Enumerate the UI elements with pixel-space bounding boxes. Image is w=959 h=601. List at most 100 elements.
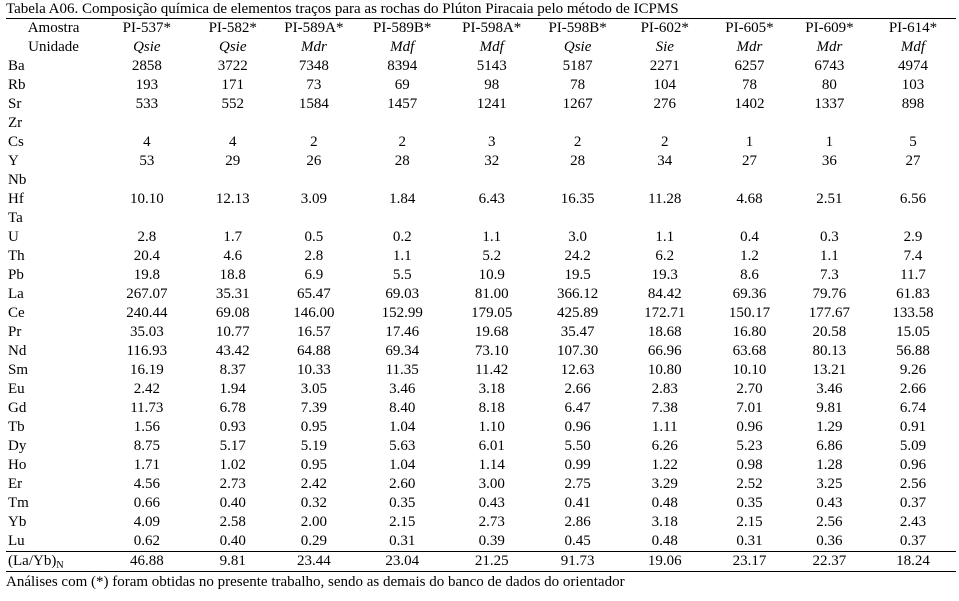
table-cell: 19.68 <box>474 324 509 340</box>
table-cell <box>99 171 194 190</box>
table-cell: 4974 <box>898 58 928 74</box>
table-cell: 2.66 <box>899 381 927 397</box>
table-cell: 0.31 <box>356 532 448 552</box>
ratio-value: 46.88 <box>99 551 195 572</box>
table-cell: 1.04 <box>389 419 416 435</box>
table-row: Ho 1.71 1.02 0.95 1.04 1.14 0.99 1.22 0.98 1.28 0.… <box>6 456 956 475</box>
table-cell: 2 <box>573 134 582 150</box>
unit-header: Qsie <box>563 39 592 55</box>
table-cell: 27 <box>741 153 757 169</box>
table-cell: 6257 <box>734 58 765 74</box>
table-cell: 8394 <box>387 58 418 74</box>
table-row: Y 53 29 26 28 32 28 34 27 36 27 <box>6 152 956 171</box>
table-cell: 533 <box>135 96 159 112</box>
table-cell: 1.22 <box>651 457 678 473</box>
table-row: Tb 1.56 0.93 0.95 1.04 1.10 0.96 1.11 0.96 1.29 0.… <box>6 418 956 437</box>
element-label: Nb <box>8 172 27 188</box>
table-cell: 5.23 <box>736 438 763 454</box>
sample-header: PI-609* <box>805 20 854 36</box>
table-cell <box>448 171 536 190</box>
table-cell <box>357 171 448 190</box>
table-cell: 7.39 <box>300 400 327 416</box>
table-cell: 5187 <box>562 58 593 74</box>
table-cell: 1.10 <box>478 419 505 435</box>
table-cell: 0.35 <box>389 495 416 511</box>
table-cell: 6.86 <box>816 438 843 454</box>
table-cell: 116.93 <box>126 343 168 359</box>
table-cell: 69.08 <box>215 305 250 321</box>
table-cell: 8.6 <box>740 267 759 283</box>
sample-header: PI-614* <box>888 20 938 36</box>
table-cell: 5.19 <box>300 438 327 454</box>
table-cell: 2 <box>398 134 406 150</box>
table-cell: 2.42 <box>133 381 160 397</box>
table-row: Cs 4 4 2 2 3 2 2 1 1 5 <box>6 133 956 152</box>
table-cell: 6.56 <box>899 191 927 207</box>
element-label: Lu <box>6 532 100 552</box>
table-cell: 1402 <box>734 96 765 112</box>
table-cell: 1.7 <box>223 229 243 245</box>
table-cell: 1.04 <box>389 457 416 473</box>
table-cell <box>710 114 789 133</box>
table-cell: 2271 <box>649 58 680 74</box>
table-cell: 7.4 <box>903 248 923 264</box>
table-cell <box>448 114 536 133</box>
table-cell: 2858 <box>131 58 162 74</box>
table-cell: 276 <box>653 96 676 112</box>
table-cell: 11.35 <box>385 362 419 378</box>
table-cell: 69.34 <box>385 343 420 359</box>
table-cell: 7.3 <box>820 267 839 283</box>
table-cell: 0.37 <box>899 495 927 511</box>
table-cell: 69.36 <box>732 286 767 302</box>
table-cell: 152.99 <box>381 305 423 321</box>
ratio-label-text: (La/Yb) <box>8 553 57 569</box>
table-cell: 2.70 <box>736 381 763 397</box>
table-cell: 3.09 <box>300 191 327 207</box>
table-cell: 177.67 <box>808 305 851 321</box>
sample-header: PI-589A* <box>284 20 344 36</box>
table-cell <box>195 171 271 190</box>
table-cell: 6.74 <box>899 400 927 416</box>
table-cell: 34 <box>657 153 673 169</box>
table-cell: 240.44 <box>126 305 168 321</box>
table-cell: 27 <box>905 153 921 169</box>
table-cell: 1.1 <box>655 229 675 245</box>
table-cell: 0.95 <box>300 457 327 473</box>
table-cell: 10.33 <box>297 362 331 378</box>
table-cell: 3.46 <box>816 381 843 397</box>
table-cell: 0.29 <box>270 532 357 552</box>
unit-header: Mdf <box>479 39 504 55</box>
table-cell: 5.2 <box>482 248 502 264</box>
ratio-value: 22.37 <box>788 551 870 572</box>
sample-header: PI-598A* <box>462 20 522 36</box>
table-cell: 5 <box>909 134 917 150</box>
table-cell: 12.13 <box>215 191 250 207</box>
table-cell: 0.98 <box>736 457 763 473</box>
ratio-value: 9.81 <box>194 551 271 572</box>
table-cell: 53 <box>139 153 155 169</box>
table-cell: 1.71 <box>133 457 160 473</box>
table-cell: 5.09 <box>899 438 927 454</box>
table-cell: 146.00 <box>293 305 335 321</box>
table-row: Pb 19.8 18.8 6.9 5.5 10.9 19.5 19.3 8.6 7.3 11.7 <box>6 266 956 285</box>
table-row: Gd 11.73 6.78 7.39 8.40 8.18 6.47 7.38 7.01 9.81 6… <box>6 399 956 418</box>
table-cell: 0.96 <box>564 419 591 435</box>
table-cell: 2.60 <box>389 476 416 492</box>
unit-header-row: Unidade Qsie Qsie Mdr Mdf Mdf Qsie Sie M… <box>6 38 956 57</box>
element-label: Rb <box>8 77 26 93</box>
table-cell: 0.93 <box>219 419 246 435</box>
table-cell: 5.5 <box>392 267 412 283</box>
table-cell: 78 <box>741 77 757 93</box>
table-cell: 1457 <box>387 96 418 112</box>
table-cell: 1.84 <box>389 191 416 207</box>
ratio-value: 23.17 <box>710 551 789 572</box>
table-cell: 26 <box>306 153 322 169</box>
table-cell <box>357 114 448 133</box>
table-cell: 2.42 <box>300 476 327 492</box>
table-cell: 80.13 <box>812 343 847 359</box>
table-cell: 2.15 <box>736 514 763 530</box>
table-cell: 0.32 <box>300 495 327 511</box>
element-label: Ba <box>8 58 25 74</box>
table-cell: 1 <box>825 134 834 150</box>
table-cell <box>357 209 448 228</box>
